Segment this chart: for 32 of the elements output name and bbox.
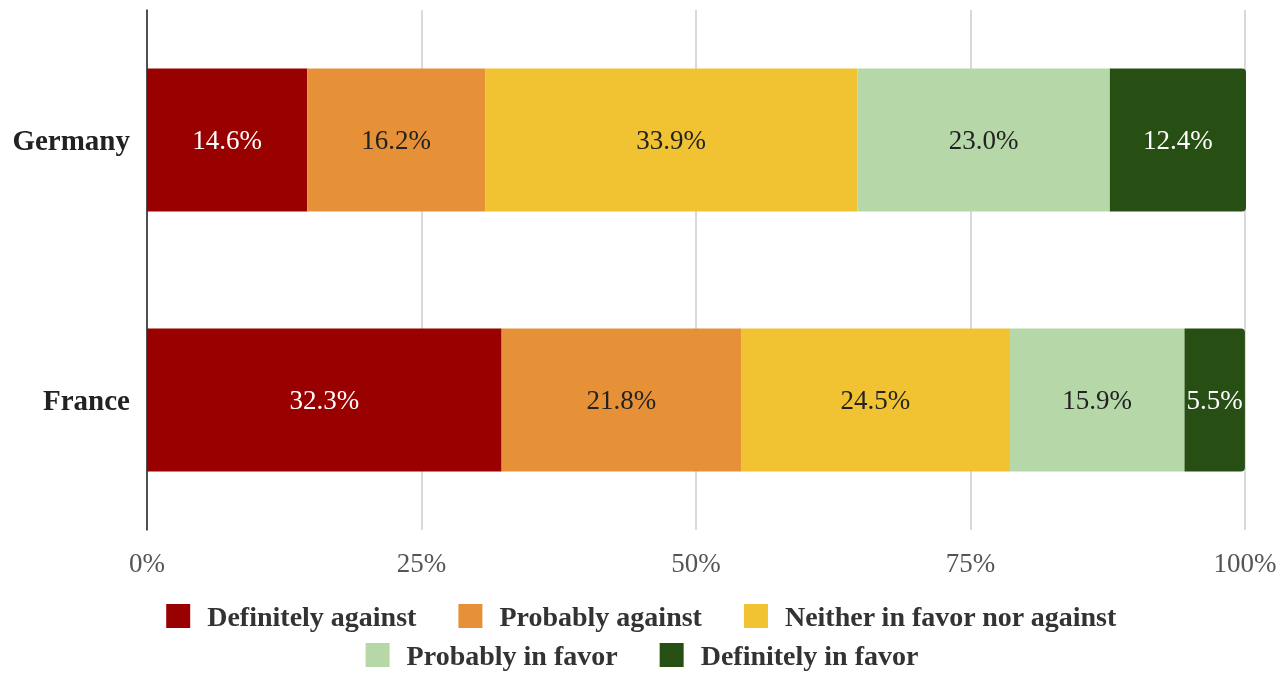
bar: [857, 68, 1110, 212]
legend-label: Neither in favor nor against: [784, 600, 1117, 632]
bar: [1109, 68, 1246, 212]
data-label: 12.4%: [1143, 125, 1213, 155]
x-tick-label: 0%: [129, 547, 165, 578]
data-label: 14.6%: [192, 125, 263, 155]
bar: [1184, 328, 1245, 472]
x-tick-label: 75%: [945, 547, 996, 578]
data-label: 32.3%: [289, 385, 360, 415]
legend-label: Definitely in favor: [700, 639, 919, 671]
y-tick-label: France: [43, 384, 131, 416]
bar: [147, 68, 308, 212]
bar: [740, 328, 1010, 472]
data-label: 16.2%: [361, 125, 432, 155]
y-tick-label: Germany: [12, 124, 131, 156]
bar: [147, 328, 502, 472]
x-tick-label: 25%: [396, 547, 447, 578]
legend-label: Definitely against: [207, 600, 418, 632]
x-tick-label: 100%: [1213, 547, 1277, 578]
legend-label: Probably against: [499, 600, 703, 632]
data-label: 5.5%: [1186, 385, 1243, 415]
data-label: 15.9%: [1062, 385, 1133, 415]
data-label: 21.8%: [586, 385, 657, 415]
bar: [1009, 328, 1185, 472]
bar: [501, 328, 741, 472]
bar: [307, 68, 486, 212]
data-label: 24.5%: [840, 385, 911, 415]
x-tick-label: 50%: [671, 547, 721, 578]
data-label: 33.9%: [636, 125, 707, 155]
legend-label: Probably in favor: [406, 639, 618, 671]
bar: [485, 68, 858, 212]
data-label: 23.0%: [948, 125, 1019, 155]
